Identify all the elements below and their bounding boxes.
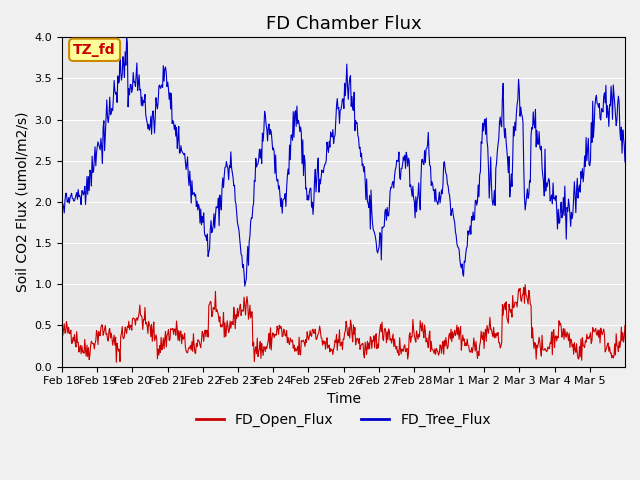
FD_Open_Flux (228, 319, 236, 324)
FD_Open_Flux (58, 330, 66, 336)
X-axis label: Time: Time (326, 392, 360, 406)
Line: FD_Tree_Flux: FD_Tree_Flux (62, 37, 625, 286)
FD_Open_Flux (522, 282, 529, 288)
FD_Tree_Flux (58, 197, 66, 203)
Title: FD Chamber Flux: FD Chamber Flux (266, 15, 421, 33)
FD_Tree_Flux (123, 35, 131, 40)
FD_Tree_Flux (125, 86, 132, 92)
FD_Open_Flux (434, 348, 442, 354)
Text: TZ_fd: TZ_fd (74, 43, 116, 57)
FD_Open_Flux (621, 323, 629, 328)
FD_Tree_Flux (621, 159, 629, 165)
FD_Open_Flux (125, 318, 132, 324)
FD_Open_Flux (257, 339, 264, 345)
Line: FD_Open_Flux: FD_Open_Flux (62, 285, 625, 362)
Legend: FD_Open_Flux, FD_Tree_Flux: FD_Open_Flux, FD_Tree_Flux (191, 407, 497, 432)
FD_Tree_Flux (403, 154, 411, 159)
Y-axis label: Soil CO2 Flux (umol/m2/s): Soil CO2 Flux (umol/m2/s) (15, 112, 29, 292)
FD_Tree_Flux (228, 170, 236, 176)
FD_Tree_Flux (278, 210, 286, 216)
FD_Open_Flux (403, 348, 410, 354)
FD_Open_Flux (278, 325, 285, 331)
FD_Tree_Flux (257, 146, 265, 152)
FD_Tree_Flux (241, 283, 248, 289)
FD_Tree_Flux (435, 197, 442, 203)
FD_Open_Flux (113, 360, 120, 365)
